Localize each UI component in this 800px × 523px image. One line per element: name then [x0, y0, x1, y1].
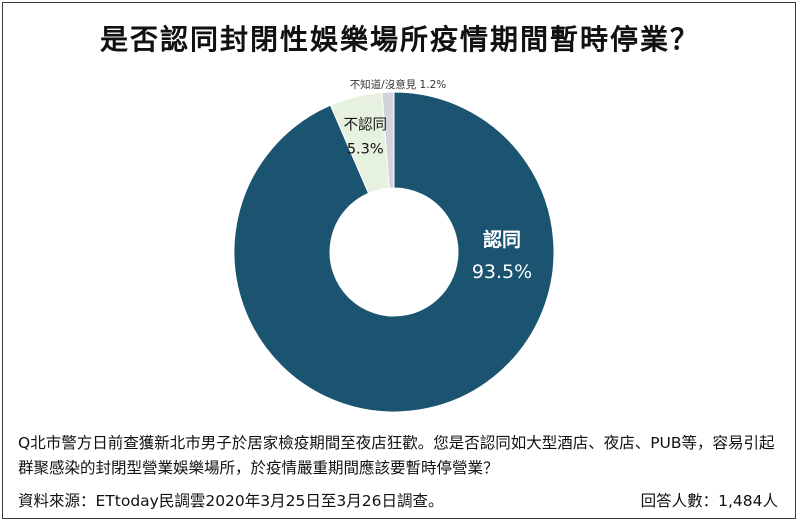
respondent-count: 回答人數：1,484人: [640, 492, 778, 510]
data-source: 資料來源：ETtoday民調雲2020年3月25日至3月26日調查。: [18, 492, 444, 510]
chart-title: 是否認同封閉性娛樂場所疫情期間暫時停業？: [99, 23, 700, 56]
slice-0-value: 93.5%: [472, 261, 532, 283]
slice-1-label: 不認同: [344, 116, 388, 133]
slice-0-label: 認同: [483, 228, 521, 251]
donut-chart: 認同 93.5% 不認同 5.3% 不知道/沒意見 1.2%: [233, 78, 555, 413]
donut-slice-0: [233, 91, 555, 413]
slice-2-label: 不知道/沒意見 1.2%: [350, 78, 447, 91]
slice-1-value: 5.3%: [347, 141, 384, 157]
donut-slice-2: [381, 91, 395, 189]
survey-question: Q北市警方日前查獲新北市男子於居家檢疫期間至夜店狂歡。您是否認同如大型酒店、夜店…: [18, 434, 775, 477]
